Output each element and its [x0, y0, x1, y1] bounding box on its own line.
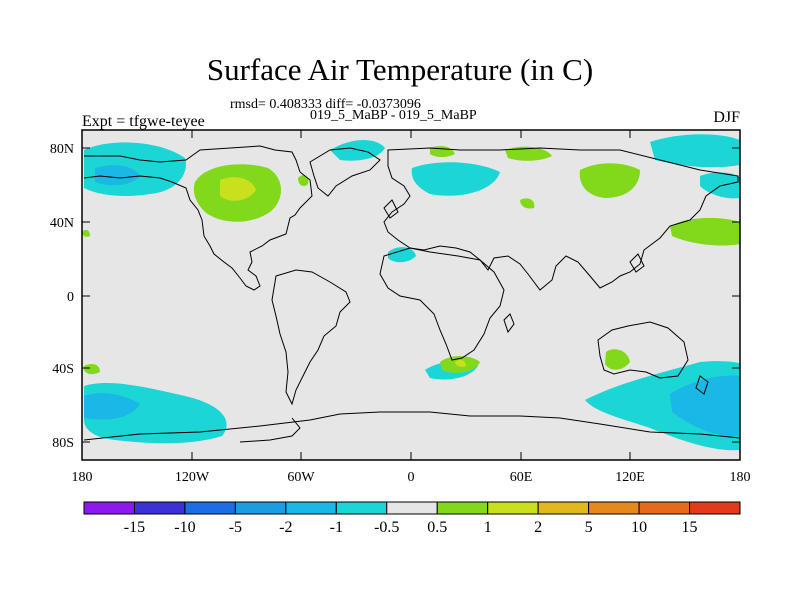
colorbar-label: -2	[279, 519, 292, 536]
experiment-subtitle: 019_5_MaBP - 019_5_MaBP	[310, 108, 477, 123]
colorbar-swatch	[133, 501, 186, 515]
x-tick-label: 120W	[175, 470, 210, 485]
y-tick-label: 0	[67, 290, 74, 305]
y-tick-label: 40N	[50, 216, 74, 231]
plot-title: Surface Air Temperature (in C)	[206, 52, 594, 87]
cool-patch-north-pacific-core	[95, 165, 140, 186]
coast-uk	[383, 199, 399, 219]
colorbar-swatch	[638, 501, 691, 515]
colorbar-label: 2	[534, 519, 542, 536]
colorbar-label: -5	[229, 519, 242, 536]
warm-patch-arctic-scandinavia	[505, 146, 552, 161]
expt-label: Expt = tfgwe-teyee	[82, 113, 205, 130]
colorbar-swatch	[285, 501, 337, 515]
colorbar-swatch	[83, 501, 135, 515]
coast-new-zealand	[695, 375, 709, 395]
warm-patch-west-edge	[82, 229, 90, 237]
colorbar-label: 1	[484, 519, 492, 536]
colorbar-swatch	[386, 501, 438, 515]
cool-anomaly-patches	[84, 134, 740, 451]
colorbar-label: -15	[124, 519, 145, 536]
warm-patch-north-america-core	[220, 177, 256, 201]
y-tick-label: 40S	[52, 362, 74, 377]
y-tick-label: 80N	[50, 142, 74, 157]
season-label: DJF	[713, 109, 740, 126]
stats-line: rmsd= 0.408333 diff= -0.0373096	[230, 97, 421, 112]
coastlines	[83, 145, 741, 443]
y-tick-label: 80S	[52, 436, 74, 451]
x-tick-label: 180	[72, 470, 93, 485]
colorbar-label: -1	[330, 519, 343, 536]
colorbar-label: -10	[174, 519, 195, 536]
colorbar-label: 5	[585, 519, 593, 536]
x-tick-label: 180	[730, 470, 751, 485]
x-axis: 180 120W 60W 0 60E 120E 180	[72, 130, 751, 485]
colorbar-swatch	[588, 501, 640, 515]
colorbar-label: 0.5	[427, 519, 447, 536]
colorbar: -15 -10 -5 -2 -1 -0.5 0.5 1 2 5 10 15	[83, 501, 741, 536]
x-tick-label: 60E	[510, 470, 533, 485]
x-tick-label: 0	[408, 470, 415, 485]
cool-patch-mediterranean	[388, 247, 416, 263]
coast-antarctica	[83, 411, 741, 441]
colorbar-label: -0.5	[374, 519, 399, 536]
coast-greenland	[309, 147, 381, 197]
coast-madagascar	[503, 313, 515, 334]
cool-patch-east-siberia	[700, 172, 740, 199]
warm-patch-south-indian-core	[455, 359, 466, 367]
colorbar-swatch	[436, 501, 489, 515]
warm-patch-australia	[605, 349, 630, 370]
colorbar-swatch	[487, 501, 539, 515]
warm-patch-south-pacific-west	[84, 364, 100, 375]
coast-antarctic-peninsula	[239, 417, 301, 443]
colorbar-swatch	[184, 501, 236, 515]
warm-patch-asia-mid	[520, 198, 535, 209]
coast-eurasia	[383, 147, 739, 291]
colorbar-swatch	[689, 501, 741, 515]
colorbar-swatch	[234, 501, 287, 515]
warm-patch-greenland	[298, 175, 309, 186]
cool-patch-arctic-east	[650, 134, 740, 168]
coast-japan	[629, 253, 645, 273]
colorbar-swatch	[335, 501, 388, 515]
coast-north-america	[83, 145, 313, 291]
coast-africa	[379, 247, 505, 361]
warm-patch-siberia	[579, 163, 640, 198]
x-tick-label: 120E	[615, 470, 645, 485]
cool-patch-north-europe	[411, 162, 500, 196]
colorbar-label: 10	[631, 519, 647, 536]
colorbar-label: 15	[682, 519, 698, 536]
coast-south-america	[271, 269, 351, 406]
warm-patch-east-asia	[670, 217, 740, 246]
cool-patch-arctic-center	[330, 139, 385, 161]
cool-patch-southern-ocean-east-core	[670, 375, 740, 437]
coast-australia	[597, 321, 689, 379]
x-tick-label: 60W	[287, 470, 315, 485]
y-axis: 80N 40N 0 40S 80S	[50, 142, 740, 451]
cool-patch-southern-ocean-west-core	[84, 393, 140, 420]
colorbar-swatch	[537, 501, 590, 515]
